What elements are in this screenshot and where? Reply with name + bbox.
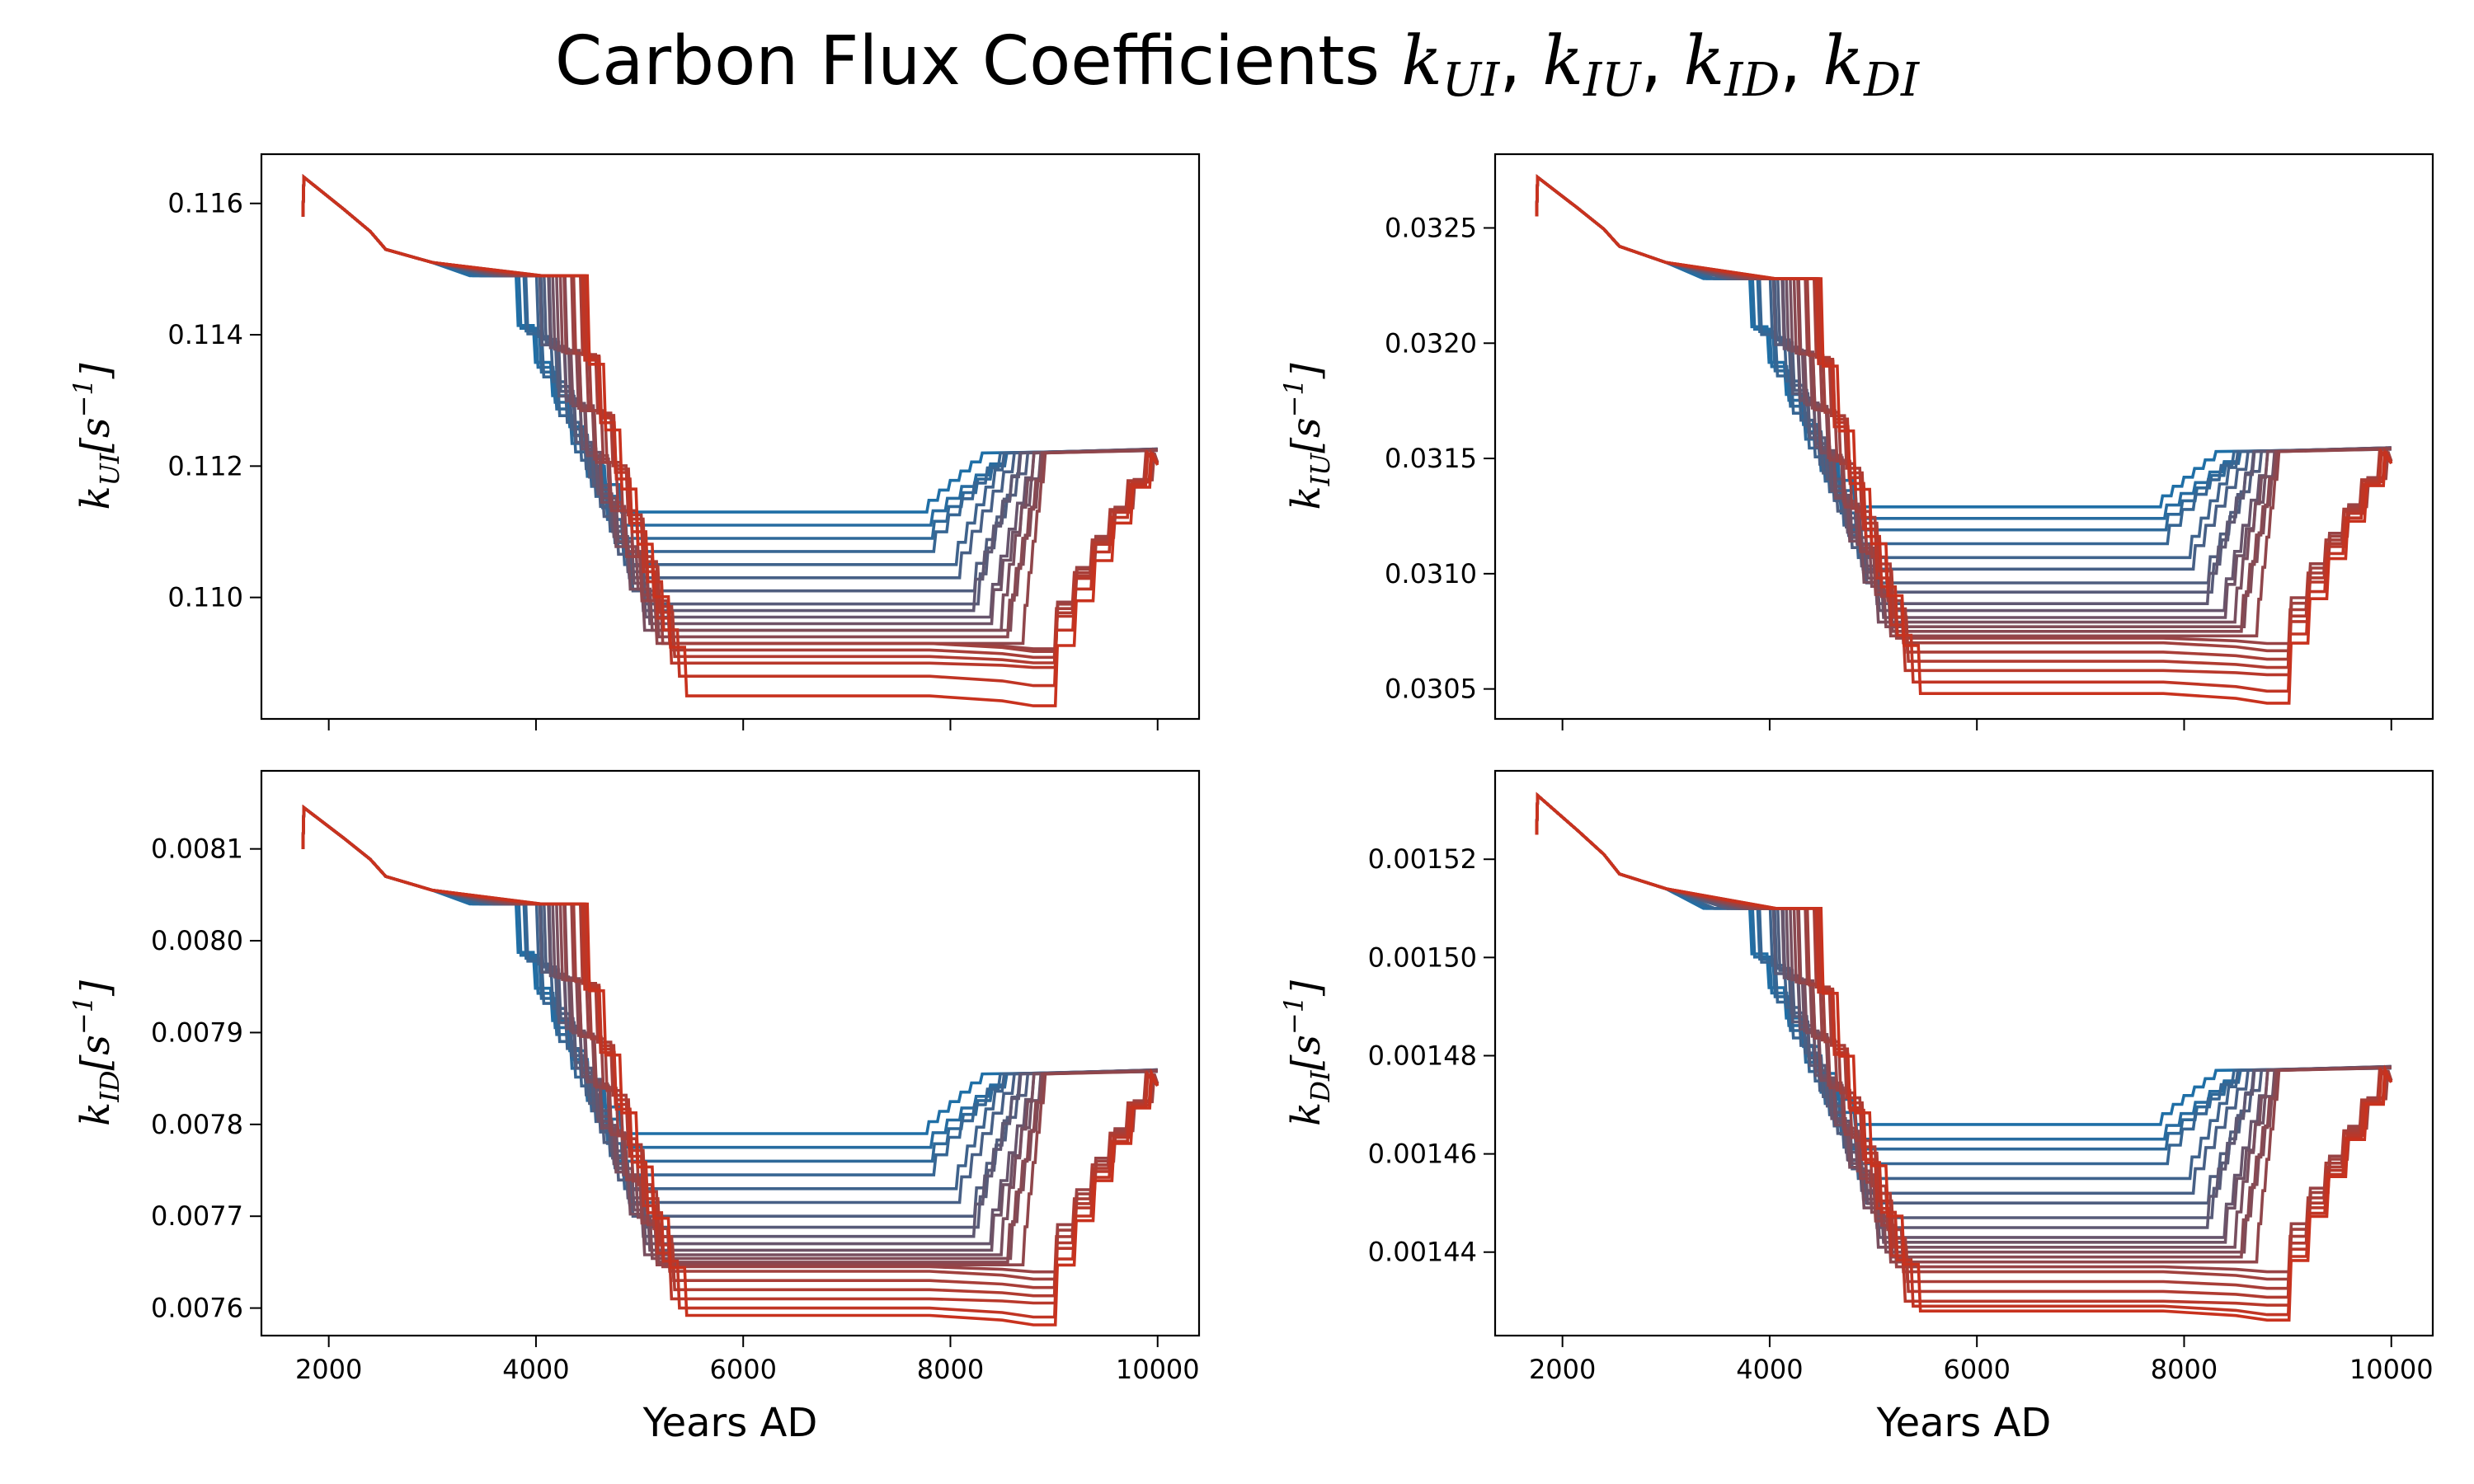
y-tick-label: 0.116 (167, 188, 243, 219)
y-axis-title: kIU[s−1] (1278, 363, 1336, 510)
title-subscript-id: ID (1724, 54, 1780, 107)
y-axis-subscript: IU (1305, 453, 1336, 487)
x-tick-label: 4000 (1736, 1354, 1803, 1385)
y-axis-subscript: UI (94, 452, 125, 486)
y-tick-label: 0.0078 (151, 1109, 243, 1140)
y-axis-exponent: −1 (1278, 996, 1310, 1035)
y-tick-label: 0.0076 (151, 1293, 243, 1324)
axes-frame (260, 153, 1201, 721)
y-tick-label: 0.0315 (1385, 443, 1477, 474)
y-tick-label: 0.0320 (1385, 327, 1477, 359)
series-line-22 (1535, 791, 2393, 1322)
series-group (301, 174, 1159, 707)
y-axis-exponent: −1 (68, 378, 99, 417)
title-separator: , (1499, 22, 1542, 101)
y-tick-label: 0.112 (167, 450, 243, 481)
y-tick-label: 0.0079 (151, 1017, 243, 1048)
y-axis-subscript: DI (1305, 1069, 1336, 1103)
y-axis-symbol: k (1283, 486, 1329, 510)
y-tick-label: 0.0080 (151, 925, 243, 956)
y-axis-exponent: −1 (1278, 378, 1310, 417)
y-tick-label: 0.00152 (1368, 843, 1477, 875)
y-axis-unit: [s (73, 417, 119, 453)
y-axis-unit-close: ] (1283, 363, 1329, 379)
y-axis-exponent: −1 (68, 996, 99, 1035)
title-symbol-di: k (1823, 22, 1864, 101)
title-subscript-di: DI (1863, 54, 1921, 107)
y-tick-label: 0.0310 (1385, 558, 1477, 589)
y-axis-unit: [s (73, 1035, 119, 1070)
y-axis-unit: [s (1283, 417, 1329, 453)
y-axis-unit-close: ] (73, 363, 119, 379)
series-group (301, 805, 1159, 1327)
x-tick-label: 2000 (295, 1354, 362, 1385)
title-symbol-iu: k (1542, 22, 1583, 101)
figure-title-text: Carbon Flux Coefficients (555, 22, 1401, 101)
series-line-4 (1535, 174, 2392, 546)
x-tick-label: 10000 (2349, 1354, 2434, 1385)
x-tick-label: 8000 (917, 1354, 984, 1385)
x-tick-label: 4000 (502, 1354, 569, 1385)
y-tick-label: 0.00146 (1368, 1139, 1477, 1170)
x-tick-label: 6000 (1943, 1354, 2010, 1385)
title-subscript-ui: UI (1442, 54, 1501, 107)
title-symbol-id: k (1684, 22, 1725, 101)
title-separator: , (1780, 22, 1823, 101)
series-line-22 (1535, 174, 2393, 705)
series-line-22 (301, 174, 1159, 707)
y-tick-label: 0.0077 (151, 1200, 243, 1232)
y-axis-title: kUI[s−1] (68, 363, 125, 510)
title-subscript-iu: IU (1583, 54, 1642, 107)
y-axis-unit: [s (1283, 1035, 1329, 1070)
series-line-22 (301, 805, 1159, 1327)
y-tick-label: 0.0325 (1385, 212, 1477, 243)
x-axis-title: Years AD (642, 1400, 818, 1446)
y-axis-subscript: ID (94, 1070, 125, 1102)
y-axis-symbol: k (1283, 1102, 1329, 1126)
y-tick-label: 0.0305 (1385, 674, 1477, 705)
figure-title: Carbon Flux Coefficients kUI, kIU, kID, … (555, 22, 1921, 107)
y-axis-title: kID[s−1] (68, 980, 125, 1126)
y-axis-unit-close: ] (1283, 980, 1329, 997)
subplot-id: 2000 4000 6000 8000 10000 0.0076 0.0077 0.0078 0… (68, 769, 1201, 1446)
y-axis-symbol: k (73, 486, 119, 510)
subplot-di: 2000 4000 6000 8000 10000 0.00144 0.00146 0.001… (1278, 769, 2434, 1446)
series-line-4 (1535, 791, 2392, 1166)
y-axis-title: kDI[s−1] (1278, 980, 1336, 1126)
y-tick-label: 0.114 (167, 319, 243, 350)
y-axis-unit-close: ] (73, 980, 119, 997)
title-symbol-ui: k (1401, 22, 1442, 101)
x-axis-title: Years AD (1876, 1400, 2052, 1446)
y-tick-label: 0.00148 (1368, 1040, 1477, 1071)
x-tick-label: 10000 (1116, 1354, 1200, 1385)
axes-frame (1493, 153, 2434, 721)
title-separator: , (1640, 22, 1683, 101)
y-tick-label: 0.00150 (1368, 942, 1477, 973)
y-tick-label: 0.00144 (1368, 1237, 1477, 1268)
y-axis-symbol: k (73, 1102, 119, 1126)
x-tick-label: 6000 (709, 1354, 776, 1385)
series-group (1535, 174, 2393, 705)
axes-frame (1493, 769, 2434, 1337)
subplot-iu: 0.0305 0.0310 0.0315 0.0320 0.0325 kIU[s−1] (1278, 153, 2434, 730)
y-tick-label: 0.110 (167, 582, 243, 613)
series-group (1535, 791, 2393, 1322)
axes-frame (260, 769, 1201, 1337)
x-tick-label: 8000 (2151, 1354, 2218, 1385)
subplot-grid: 0.1100.1120.1140.116kUI[s−1]0.03050.0310… (68, 153, 2434, 1446)
y-tick-label: 0.0081 (151, 834, 243, 865)
x-tick-label: 2000 (1529, 1354, 1596, 1385)
subplot-ui: 0.110 0.112 0.114 0.116 kUI[s−1] (68, 153, 1201, 730)
